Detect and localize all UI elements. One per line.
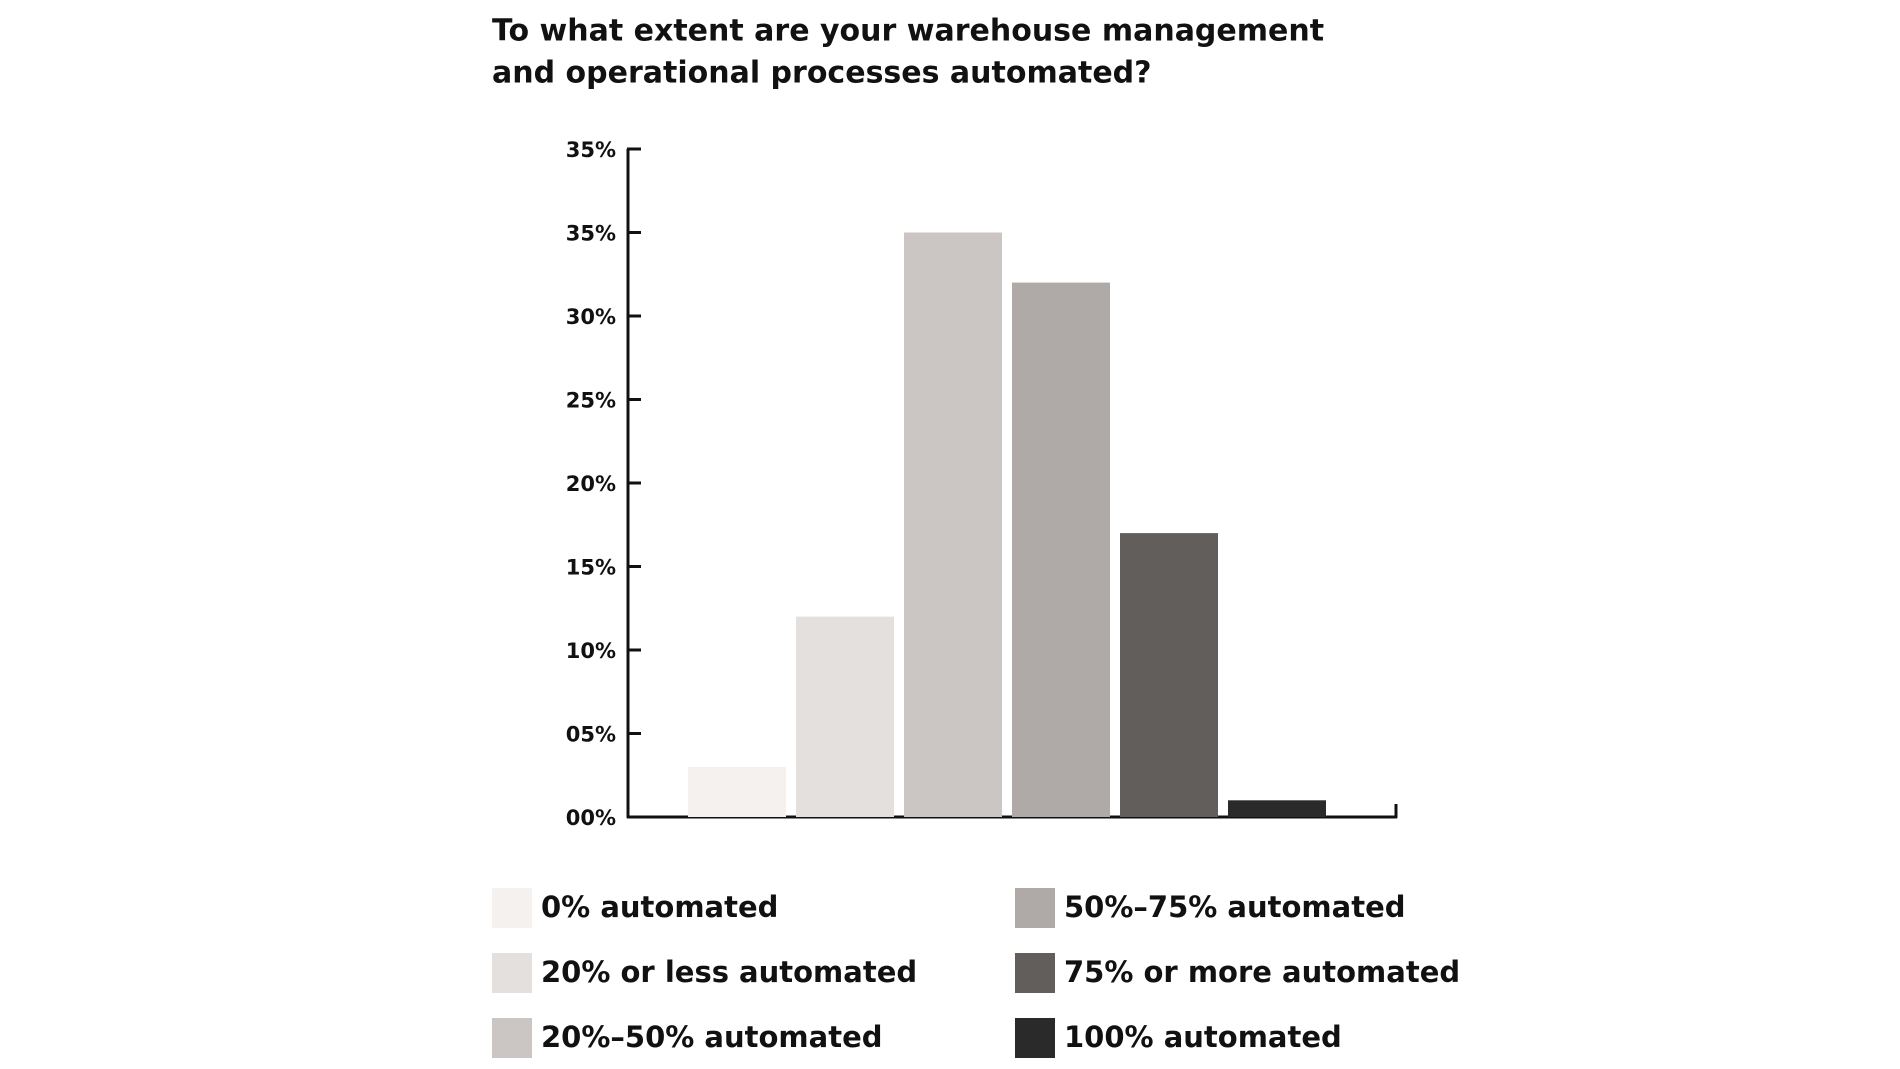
bar xyxy=(688,766,786,817)
legend-swatch xyxy=(492,1018,532,1058)
legend-swatch xyxy=(492,888,532,928)
y-tick-label: 15% xyxy=(566,556,616,580)
legend-label: 75% or more automated xyxy=(1064,955,1460,989)
legend-swatch xyxy=(1015,953,1055,993)
legend-swatch xyxy=(1015,888,1055,928)
chart-title: To what extent are your warehouse manage… xyxy=(492,14,1324,49)
legend-label: 20%–50% automated xyxy=(541,1020,883,1054)
bar xyxy=(796,616,894,817)
y-tick-label: 20% xyxy=(566,472,616,496)
y-tick-label: 05% xyxy=(566,723,616,747)
bar xyxy=(1228,800,1326,817)
legend-label: 0% automated xyxy=(541,890,778,924)
bar xyxy=(904,232,1002,817)
y-tick-label: 35% xyxy=(566,222,616,246)
chart-title: and operational processes automated? xyxy=(492,56,1152,91)
legend-swatch xyxy=(1015,1018,1055,1058)
y-tick-label: 35% xyxy=(566,138,616,162)
legend-label: 20% or less automated xyxy=(541,955,917,989)
y-tick-label: 25% xyxy=(566,389,616,413)
legend-label: 50%–75% automated xyxy=(1064,890,1406,924)
y-tick-label: 00% xyxy=(566,806,616,830)
legend-label: 100% automated xyxy=(1064,1020,1342,1054)
y-tick-label: 30% xyxy=(566,305,616,329)
bar xyxy=(1012,282,1110,818)
y-tick-label: 10% xyxy=(566,639,616,663)
bar xyxy=(1120,533,1218,817)
legend-swatch xyxy=(492,953,532,993)
